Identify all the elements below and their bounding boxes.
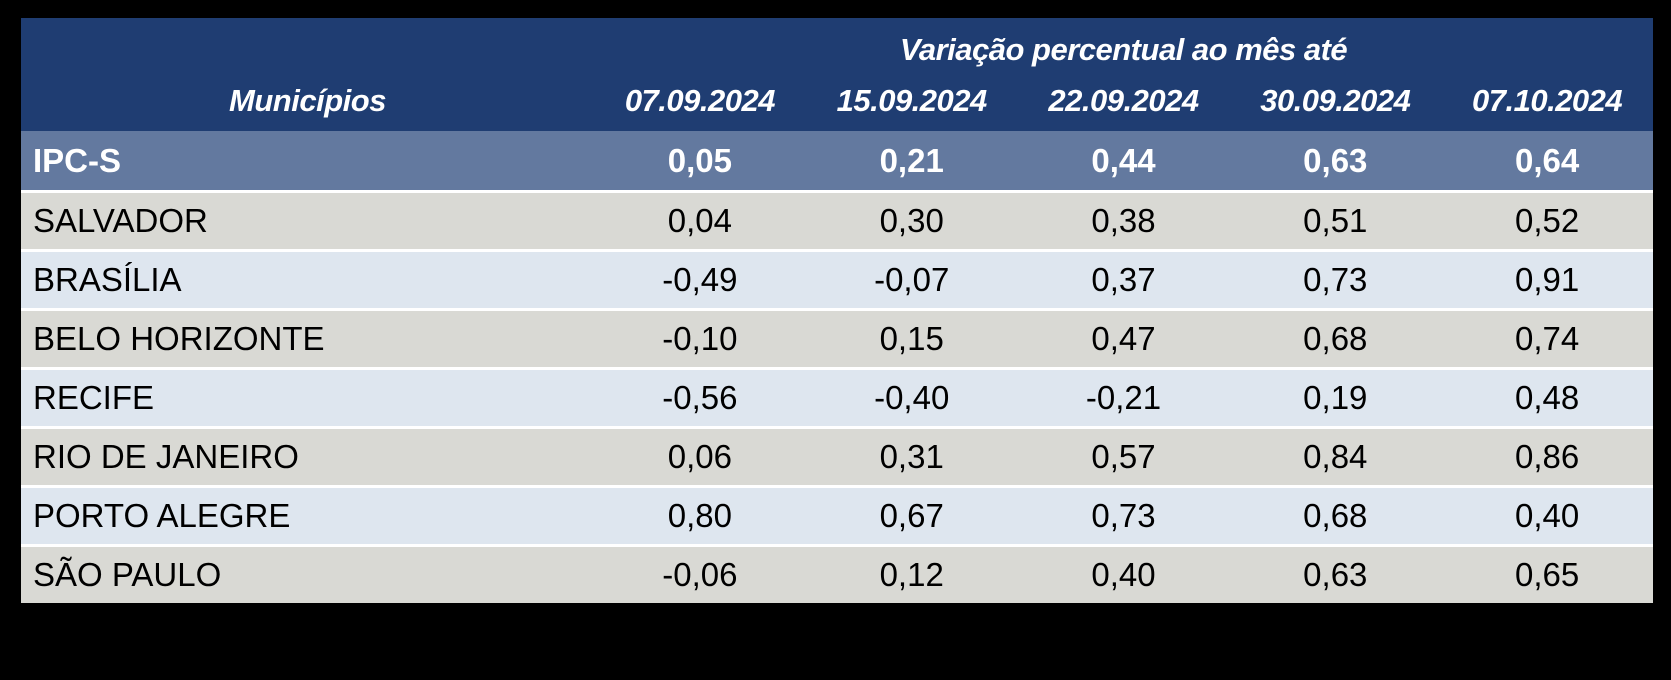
column-header-date-2: 15.09.2024 [836,82,988,118]
row-label: SALVADOR [33,202,208,239]
row-label: RECIFE [33,379,155,416]
summary-row-ipcs: IPC-S 0,05 0,21 0,44 0,63 0,64 [21,131,1653,190]
value-cell: 0,73 [1091,497,1156,534]
table-row-salvador: SALVADOR 0,04 0,30 0,38 0,51 0,52 [21,193,1653,249]
value-cell: 0,04 [667,202,733,239]
row-label: BRASÍLIA [33,261,182,298]
value-cell: 0,74 [1514,320,1580,357]
value-cell: 0,40 [1514,497,1580,534]
column-header-date-4: 30.09.2024 [1260,82,1411,118]
row-label: IPC-S [33,141,122,179]
value-cell: 0,19 [1303,379,1368,416]
value-cell: 0,57 [1091,438,1156,475]
value-cell: 0,80 [667,497,733,534]
value-cell: 0,15 [879,320,944,357]
table-header-top-row: Variação percentual ao mês até [21,18,1653,70]
table-row-sao-paulo: SÃO PAULO -0,06 0,12 0,40 0,63 0,65 [21,547,1653,603]
value-cell: 0,64 [1514,141,1580,179]
value-cell: 0,21 [879,141,944,179]
value-cell: 0,47 [1091,320,1156,357]
value-cell: 0,68 [1303,497,1368,534]
value-cell: 0,44 [1091,141,1156,179]
column-header-row: Municípios 07.09.2024 15.09.2024 22.09.2… [21,70,1653,131]
value-cell: 0,63 [1303,556,1368,593]
value-cell: -0,06 [662,556,738,593]
table-body: IPC-S 0,05 0,21 0,44 0,63 0,64 SALVADOR … [21,131,1653,603]
value-cell: 0,63 [1303,141,1368,179]
value-cell: -0,49 [662,261,738,298]
value-cell: 0,91 [1514,261,1580,298]
value-cell: -0,10 [662,320,738,357]
value-cell: 0,31 [879,438,944,475]
value-cell: 0,38 [1091,202,1156,239]
value-cell: -0,40 [874,379,950,416]
value-cell: -0,07 [874,261,950,298]
column-header-date-5: 07.10.2024 [1472,82,1623,118]
column-header-date-3: 22.09.2024 [1048,82,1199,118]
row-label: SÃO PAULO [33,556,222,593]
value-cell: 0,68 [1303,320,1368,357]
table-row-belo-horizonte: BELO HORIZONTE -0,10 0,15 0,47 0,68 0,74 [21,311,1653,367]
column-header-date-1: 07.09.2024 [624,82,776,118]
value-cell: 0,06 [667,438,733,475]
table-row-porto-alegre: PORTO ALEGRE 0,80 0,67 0,73 0,68 0,40 [21,488,1653,544]
value-cell: 0,30 [879,202,944,239]
group-header-title: Variação percentual ao mês até [899,32,1348,67]
value-cell: 0,52 [1514,202,1580,239]
value-cell: 0,51 [1303,202,1368,239]
value-cell: -0,56 [662,379,738,416]
value-cell: 0,48 [1514,379,1580,416]
row-label: RIO DE JANEIRO [33,438,299,475]
value-cell: 0,86 [1514,438,1580,475]
value-cell: 0,84 [1303,438,1368,475]
table-row-rio-de-janeiro: RIO DE JANEIRO 0,06 0,31 0,57 0,84 0,86 [21,429,1653,485]
value-cell: 0,37 [1091,261,1156,298]
table-row-brasilia: BRASÍLIA -0,49 -0,07 0,37 0,73 0,91 [21,252,1653,308]
row-label: BELO HORIZONTE [33,320,325,357]
column-header-municipios: Municípios [229,82,386,118]
table-row-recife: RECIFE -0,56 -0,40 -0,21 0,19 0,48 [21,370,1653,426]
value-cell: 0,65 [1514,556,1580,593]
value-cell: 0,05 [667,141,733,179]
row-label: PORTO ALEGRE [33,497,291,534]
ipcs-municipalities-table: Variação percentual ao mês até Município… [21,18,1653,603]
value-cell: 0,12 [879,556,944,593]
value-cell: 0,73 [1303,261,1368,298]
value-cell: -0,21 [1085,379,1162,416]
value-cell: 0,40 [1091,556,1156,593]
value-cell: 0,67 [879,497,944,534]
table-header: Variação percentual ao mês até Município… [21,18,1653,131]
